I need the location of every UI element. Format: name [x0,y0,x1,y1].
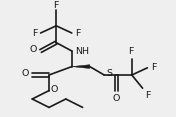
Text: O: O [112,94,120,103]
Text: NH: NH [75,46,89,55]
Text: F: F [128,47,133,56]
Text: O: O [51,85,58,94]
Text: S: S [107,69,113,78]
Polygon shape [72,65,90,69]
Text: F: F [75,29,80,38]
Text: F: F [151,63,156,72]
Text: F: F [54,1,59,10]
Text: F: F [145,91,150,100]
Text: O: O [21,69,29,78]
Text: O: O [30,45,37,54]
Text: F: F [32,29,38,38]
